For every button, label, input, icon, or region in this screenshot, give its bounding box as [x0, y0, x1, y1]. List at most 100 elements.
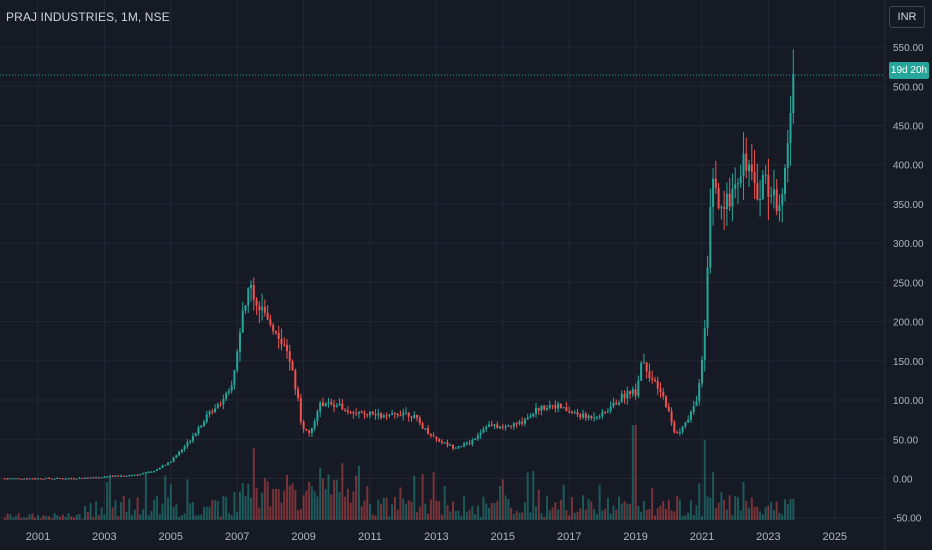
volume-bar — [92, 516, 95, 520]
y-tick-label: 550.00 — [893, 43, 924, 54]
candle-body — [418, 417, 421, 424]
volume-bar — [244, 495, 247, 520]
y-tick-label: 450.00 — [893, 121, 924, 132]
candle-body — [612, 402, 615, 407]
volume-bar — [728, 495, 731, 520]
candle-body — [689, 411, 692, 420]
volume-bar — [84, 506, 87, 520]
volume-bar — [42, 515, 45, 520]
candle-body — [37, 478, 39, 480]
candle-body — [144, 472, 147, 474]
volume-bar — [698, 483, 701, 520]
candle-body — [476, 435, 479, 439]
candle-body — [687, 419, 690, 423]
volume-bar — [12, 517, 15, 520]
candle-body — [208, 411, 211, 415]
candle-body — [238, 332, 241, 352]
volume-bar — [380, 503, 383, 520]
volume-bar — [161, 503, 164, 520]
volume-bar — [53, 513, 56, 520]
currency-button[interactable]: INR — [889, 6, 925, 28]
candle-body — [504, 426, 507, 428]
volume-bar — [557, 509, 560, 520]
candle-body — [532, 413, 535, 417]
candle-body — [255, 299, 258, 306]
volume-bar — [526, 472, 529, 520]
candle-body — [432, 435, 435, 437]
candle-body — [114, 475, 117, 477]
candle-body — [391, 413, 394, 415]
candle-body — [53, 478, 56, 480]
candle-body — [266, 312, 269, 320]
candle-body — [629, 391, 632, 394]
candle-body — [471, 439, 474, 445]
y-tick-label: 350.00 — [893, 200, 924, 211]
volume-bar — [756, 506, 759, 520]
candle-body — [153, 470, 156, 472]
price-candles — [3, 49, 795, 480]
volume-bars — [3, 425, 795, 520]
candle-body — [529, 416, 532, 418]
volume-bar — [615, 509, 618, 520]
volume-bar — [620, 503, 623, 520]
candle-body — [216, 404, 219, 409]
candle-body — [258, 305, 261, 311]
volume-bar — [50, 518, 53, 520]
candle-body — [695, 401, 698, 407]
candle-body — [346, 410, 349, 413]
volume-bar — [310, 486, 313, 520]
volume-bar — [734, 496, 737, 520]
candle-body — [388, 414, 391, 416]
volume-bar — [147, 515, 150, 520]
volume-bar — [225, 497, 228, 520]
candle-body — [363, 412, 366, 415]
volume-bar — [266, 481, 269, 520]
volume-bar — [150, 510, 153, 520]
x-tick-label: 2019 — [623, 531, 647, 543]
volume-bar — [302, 495, 305, 520]
candle-body — [626, 391, 629, 399]
candle-body — [219, 404, 222, 406]
candle-body — [460, 446, 463, 448]
candle-body — [499, 426, 502, 429]
candle-body — [3, 478, 6, 480]
volume-bar — [593, 508, 596, 520]
candle-body — [39, 478, 42, 480]
candle-body — [753, 172, 756, 183]
x-tick-label: 2025 — [823, 531, 847, 543]
candle-body — [97, 477, 100, 479]
volume-bar — [191, 502, 194, 520]
volume-bar — [510, 507, 513, 520]
volume-bar — [778, 512, 781, 520]
volume-bar — [443, 486, 446, 520]
volume-bar — [388, 516, 391, 520]
volume-bar — [463, 496, 466, 520]
volume-bar — [772, 510, 775, 520]
volume-bar — [537, 489, 540, 520]
volume-bar — [360, 506, 363, 520]
volume-bar — [518, 512, 521, 520]
candle-body — [673, 422, 676, 433]
candle-body — [286, 344, 288, 352]
candle-body — [670, 411, 673, 423]
candle-body — [280, 338, 283, 345]
volume-bar — [382, 497, 385, 520]
volume-bar — [230, 514, 233, 520]
volume-bar — [543, 516, 546, 520]
candle-body — [252, 284, 255, 300]
candle-body — [770, 195, 773, 197]
volume-bar — [460, 515, 463, 520]
candle-body — [781, 194, 784, 206]
volume-bar — [247, 483, 250, 520]
candle-body — [435, 436, 438, 440]
volume-bar — [167, 497, 170, 520]
candle-body — [9, 478, 12, 480]
candle-body — [197, 427, 200, 434]
candle-body — [601, 411, 604, 417]
candle-body — [706, 267, 709, 329]
x-tick-label: 2013 — [424, 531, 448, 543]
candle-body — [12, 478, 15, 480]
volume-bar — [570, 497, 573, 520]
volume-bar — [357, 465, 360, 520]
